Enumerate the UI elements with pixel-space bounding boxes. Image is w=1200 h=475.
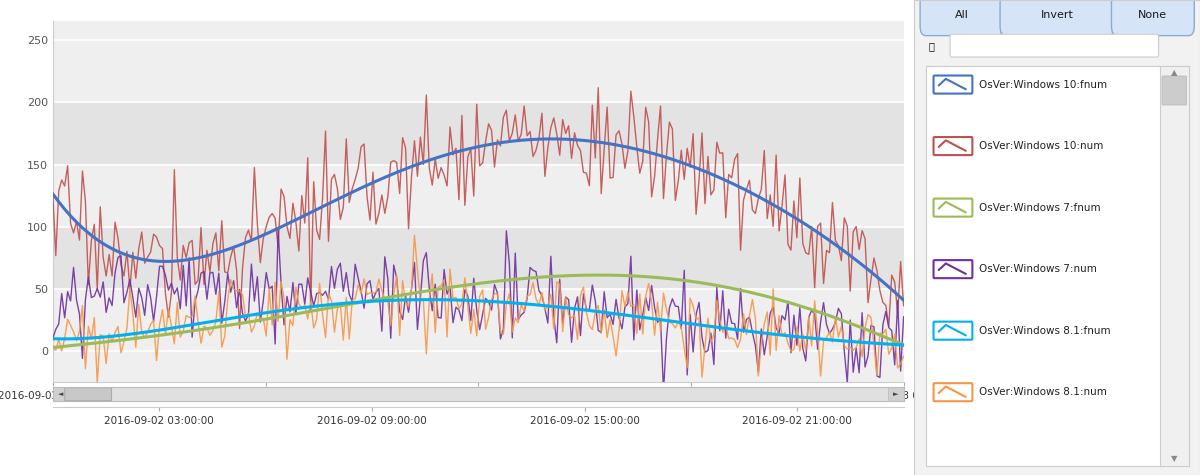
Bar xyxy=(53,387,68,401)
FancyBboxPatch shape xyxy=(1111,0,1194,36)
Text: ►: ► xyxy=(893,391,899,397)
Text: ▲: ▲ xyxy=(1171,68,1177,77)
FancyBboxPatch shape xyxy=(1000,0,1115,36)
Bar xyxy=(53,21,904,40)
FancyBboxPatch shape xyxy=(920,0,1003,36)
Bar xyxy=(53,164,904,227)
FancyBboxPatch shape xyxy=(934,76,972,94)
Bar xyxy=(53,351,904,382)
Text: OsVer:Windows 7:num: OsVer:Windows 7:num xyxy=(979,264,1097,274)
FancyBboxPatch shape xyxy=(65,388,112,401)
FancyBboxPatch shape xyxy=(934,322,972,340)
FancyBboxPatch shape xyxy=(1162,76,1187,105)
Text: None: None xyxy=(1139,10,1168,20)
Bar xyxy=(53,289,904,351)
Text: ◄: ◄ xyxy=(58,391,64,397)
FancyBboxPatch shape xyxy=(934,260,972,278)
FancyBboxPatch shape xyxy=(934,383,972,401)
Text: OsVer:Windows 8.1:fnum: OsVer:Windows 8.1:fnum xyxy=(979,326,1110,336)
Text: OsVer:Windows 7:fnum: OsVer:Windows 7:fnum xyxy=(979,203,1100,213)
FancyBboxPatch shape xyxy=(934,137,972,155)
Text: All: All xyxy=(954,10,968,20)
FancyBboxPatch shape xyxy=(934,199,972,217)
Text: ▼: ▼ xyxy=(1171,454,1177,463)
Bar xyxy=(53,40,904,102)
Bar xyxy=(1160,66,1188,466)
Text: Invert: Invert xyxy=(1040,10,1074,20)
Text: OsVer:Windows 10:num: OsVer:Windows 10:num xyxy=(979,141,1103,151)
Bar xyxy=(888,387,904,401)
Bar xyxy=(926,66,1188,466)
Bar xyxy=(53,102,904,164)
FancyBboxPatch shape xyxy=(950,34,1158,57)
Bar xyxy=(53,227,904,289)
Text: OsVer:Windows 8.1:num: OsVer:Windows 8.1:num xyxy=(979,387,1106,397)
Text: 🔍: 🔍 xyxy=(929,41,935,51)
Text: OsVer:Windows 10:fnum: OsVer:Windows 10:fnum xyxy=(979,79,1106,90)
